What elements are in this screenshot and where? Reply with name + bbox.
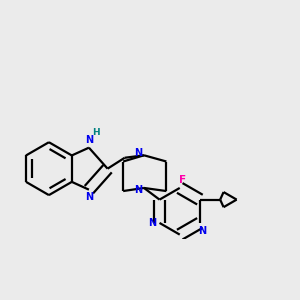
Text: H: H (92, 128, 100, 137)
Text: N: N (134, 148, 142, 158)
Text: N: N (198, 226, 206, 236)
Text: F: F (179, 175, 186, 185)
Text: N: N (85, 135, 93, 145)
Text: N: N (85, 192, 93, 203)
Text: N: N (148, 218, 156, 228)
Text: N: N (134, 185, 142, 195)
